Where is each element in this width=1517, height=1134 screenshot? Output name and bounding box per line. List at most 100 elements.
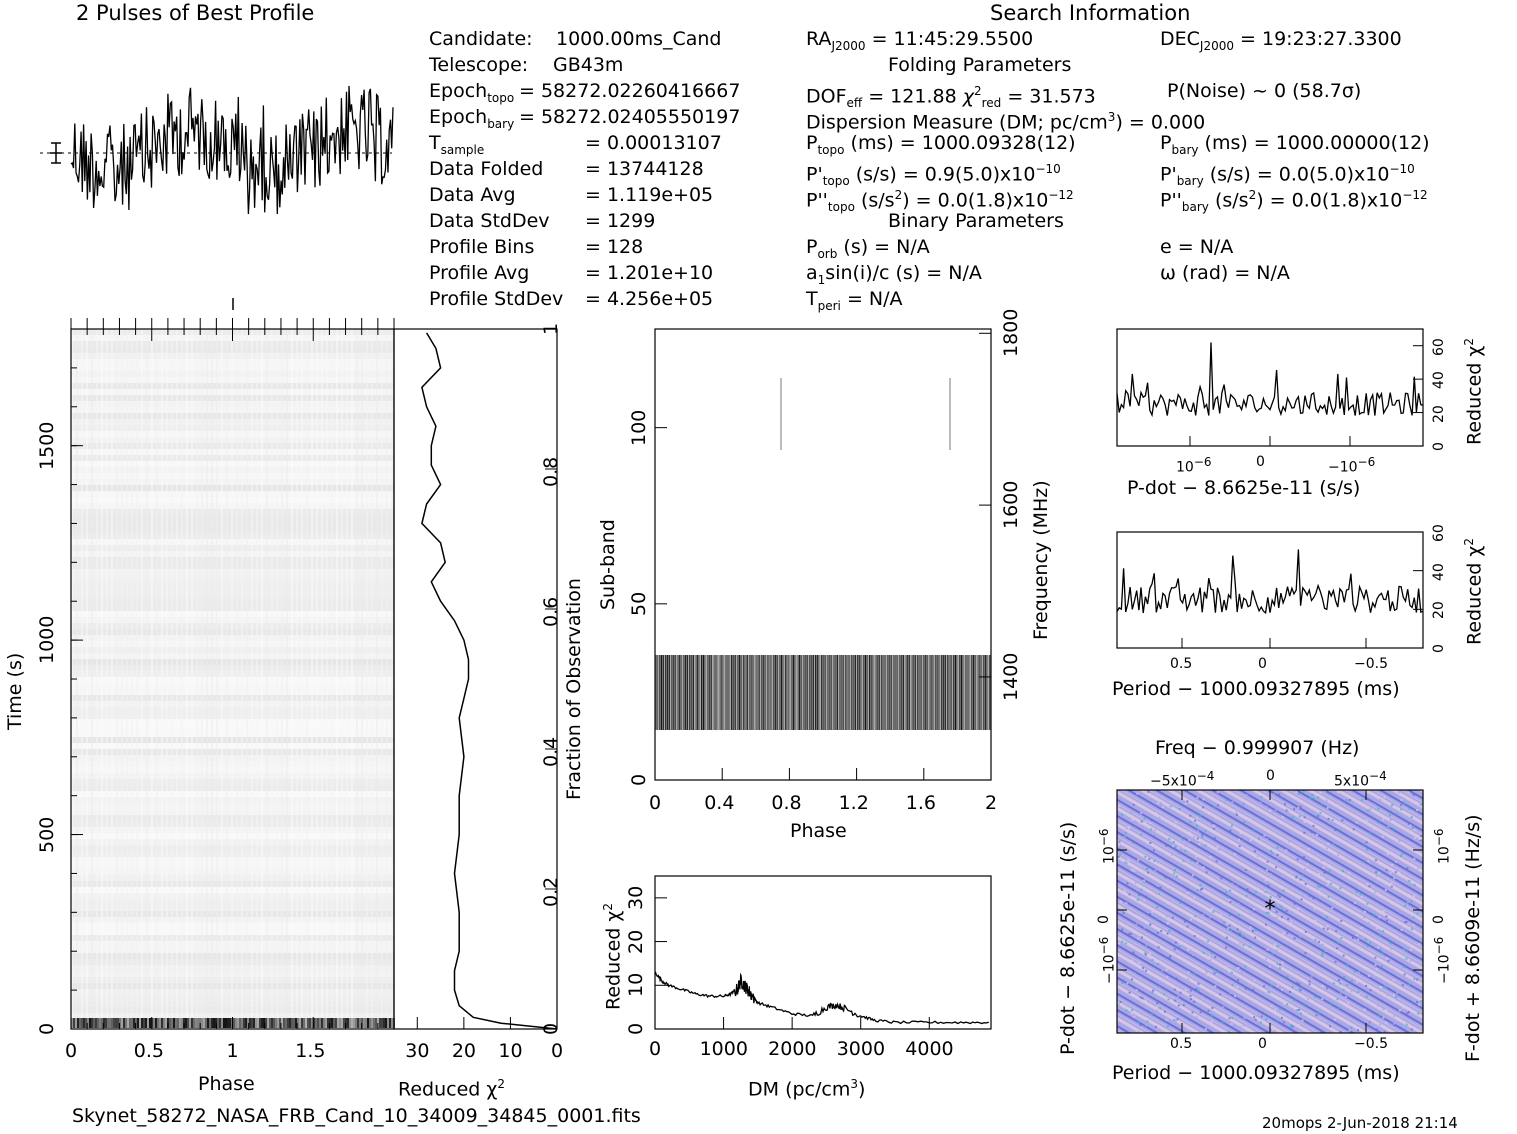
p-pdot-cell: [1275, 916, 1278, 919]
subband-cell: [871, 655, 872, 730]
p-pdot-cell: [1207, 940, 1210, 943]
subband-cell: [709, 655, 710, 730]
time-phase-column: [386, 329, 388, 1018]
p-pdot-cell: [1307, 998, 1310, 1001]
p-pdot-cell: [1228, 809, 1231, 812]
p-pdot-cell: [1178, 852, 1181, 855]
tick-label: −10−6: [1328, 455, 1376, 476]
p-pdot-cell: [1379, 1023, 1382, 1026]
p-pdot-cell: [1225, 891, 1227, 894]
subband-cell: [665, 655, 666, 730]
p-pdot-cell: [1420, 1000, 1423, 1003]
p-pdot-cell: [1271, 1028, 1274, 1031]
p-pdot-cell: [1170, 924, 1172, 927]
p-pdot-cell: [1365, 984, 1368, 987]
subband-cell: [667, 655, 668, 730]
tick-label: 1000: [36, 615, 58, 665]
subband-cell: [857, 655, 858, 730]
p-pdot-cell: [1202, 914, 1205, 916]
subband-cell: [813, 655, 814, 730]
tick-label: 50: [628, 591, 650, 616]
p-pdot-cell: [1156, 885, 1159, 887]
time-phase-column: [131, 329, 133, 1018]
time-phase-cell: [197, 1018, 199, 1028]
p-pdot-cell: [1304, 883, 1307, 886]
time-phase-column: [371, 329, 373, 1018]
p-pdot-cell: [1207, 819, 1210, 822]
subband-cell: [791, 655, 792, 730]
p-pdot-cell: [1299, 956, 1302, 958]
pdbary-line: P'bary (s/s) = 0.0(5.0)x10−10: [1160, 162, 1415, 189]
time-phase-cell: [359, 1018, 361, 1028]
subband-cell: [903, 655, 904, 730]
p-pdot-cell: [1180, 824, 1183, 827]
tick-label: 5x10−4: [1334, 769, 1387, 790]
p-pdot-cell: [1400, 808, 1403, 811]
p-pdot-cell: [1323, 871, 1326, 874]
p-pdot-cell: [1357, 1029, 1359, 1032]
time-phase-column: [226, 329, 228, 1018]
p-pdot-cell: [1235, 885, 1238, 888]
p-pdot-cell: [1156, 906, 1159, 908]
time-phase-column: [271, 329, 273, 1018]
p-pdot-cell: [1366, 1030, 1369, 1033]
p-pdot-cell: [1230, 1023, 1233, 1025]
p-pdot-cell: [1236, 986, 1239, 989]
p-pdot-cell: [1156, 1002, 1159, 1005]
p-pdot-cell: [1199, 1011, 1202, 1014]
p-pdot-cell: [1409, 960, 1412, 962]
p-pdot-cell: [1229, 889, 1232, 892]
p-pdot-cell: [1416, 867, 1419, 870]
p-pdot-cell: [1416, 809, 1419, 811]
time-phase-cell: [219, 1018, 221, 1028]
p-pdot-cell: [1254, 1018, 1257, 1021]
p-pdot-cell: [1368, 832, 1371, 835]
p-pdot-cell: [1121, 813, 1124, 816]
time-phase-cell: [349, 1018, 351, 1028]
p-pdot-cell: [1280, 1016, 1283, 1019]
p-pdot-cell: [1157, 893, 1160, 895]
p-pdot-cell: [1275, 859, 1278, 862]
p-pdot-cell: [1395, 996, 1398, 999]
time-phase-cell: [371, 1018, 373, 1028]
info-value: 1000.00ms_Cand: [556, 28, 722, 50]
time-phase-cell: [149, 1018, 151, 1028]
p-pdot-cell: [1215, 860, 1218, 863]
p-pdot-cell: [1211, 907, 1214, 910]
p-pdot-cell: [1213, 806, 1216, 809]
time-phase-cell: [195, 1018, 197, 1028]
p-pdot-cell: [1201, 887, 1204, 890]
p-pdot-cell: [1125, 1009, 1128, 1012]
p-pdot-cell: [1270, 850, 1273, 853]
p-pdot-cell: [1301, 1019, 1304, 1022]
p-pdot-cell: [1343, 976, 1346, 979]
pp-right-label: F-dot + 8.6609e-11 (Hz/s): [1462, 814, 1484, 1062]
subband-cell: [917, 655, 918, 730]
time-phase-cell: [367, 1018, 369, 1028]
p-pdot-cell: [1121, 928, 1124, 931]
p-pdot-cell: [1126, 1004, 1129, 1007]
p-pdot-cell: [1169, 888, 1172, 891]
time-phase-column: [76, 329, 78, 1018]
time-phase-cell: [389, 1018, 391, 1028]
p-pdot-cell: [1126, 982, 1129, 985]
p-pdot-cell: [1204, 844, 1207, 847]
p-pdot-cell: [1198, 843, 1201, 845]
p-pdot-cell: [1186, 800, 1189, 803]
p-pdot-cell: [1118, 843, 1120, 846]
time-phase-column: [281, 329, 283, 1018]
p-pdot-cell: [1363, 916, 1365, 919]
subband-cell: [797, 655, 798, 730]
subband-cell: [907, 655, 908, 730]
p-pdot-cell: [1377, 882, 1380, 885]
p-pdot-cell: [1359, 893, 1362, 896]
p-pdot-cell: [1252, 829, 1255, 832]
p-pdot-cell: [1154, 1025, 1157, 1028]
p-pdot-cell: [1336, 947, 1339, 950]
tick-label: 0: [65, 1040, 78, 1062]
subband-cell: [967, 655, 968, 730]
time-phase-cell: [165, 1018, 167, 1028]
subband-cell: [773, 655, 774, 730]
p-pdot-cell: [1320, 1030, 1323, 1033]
p-pdot-cell: [1202, 866, 1205, 869]
